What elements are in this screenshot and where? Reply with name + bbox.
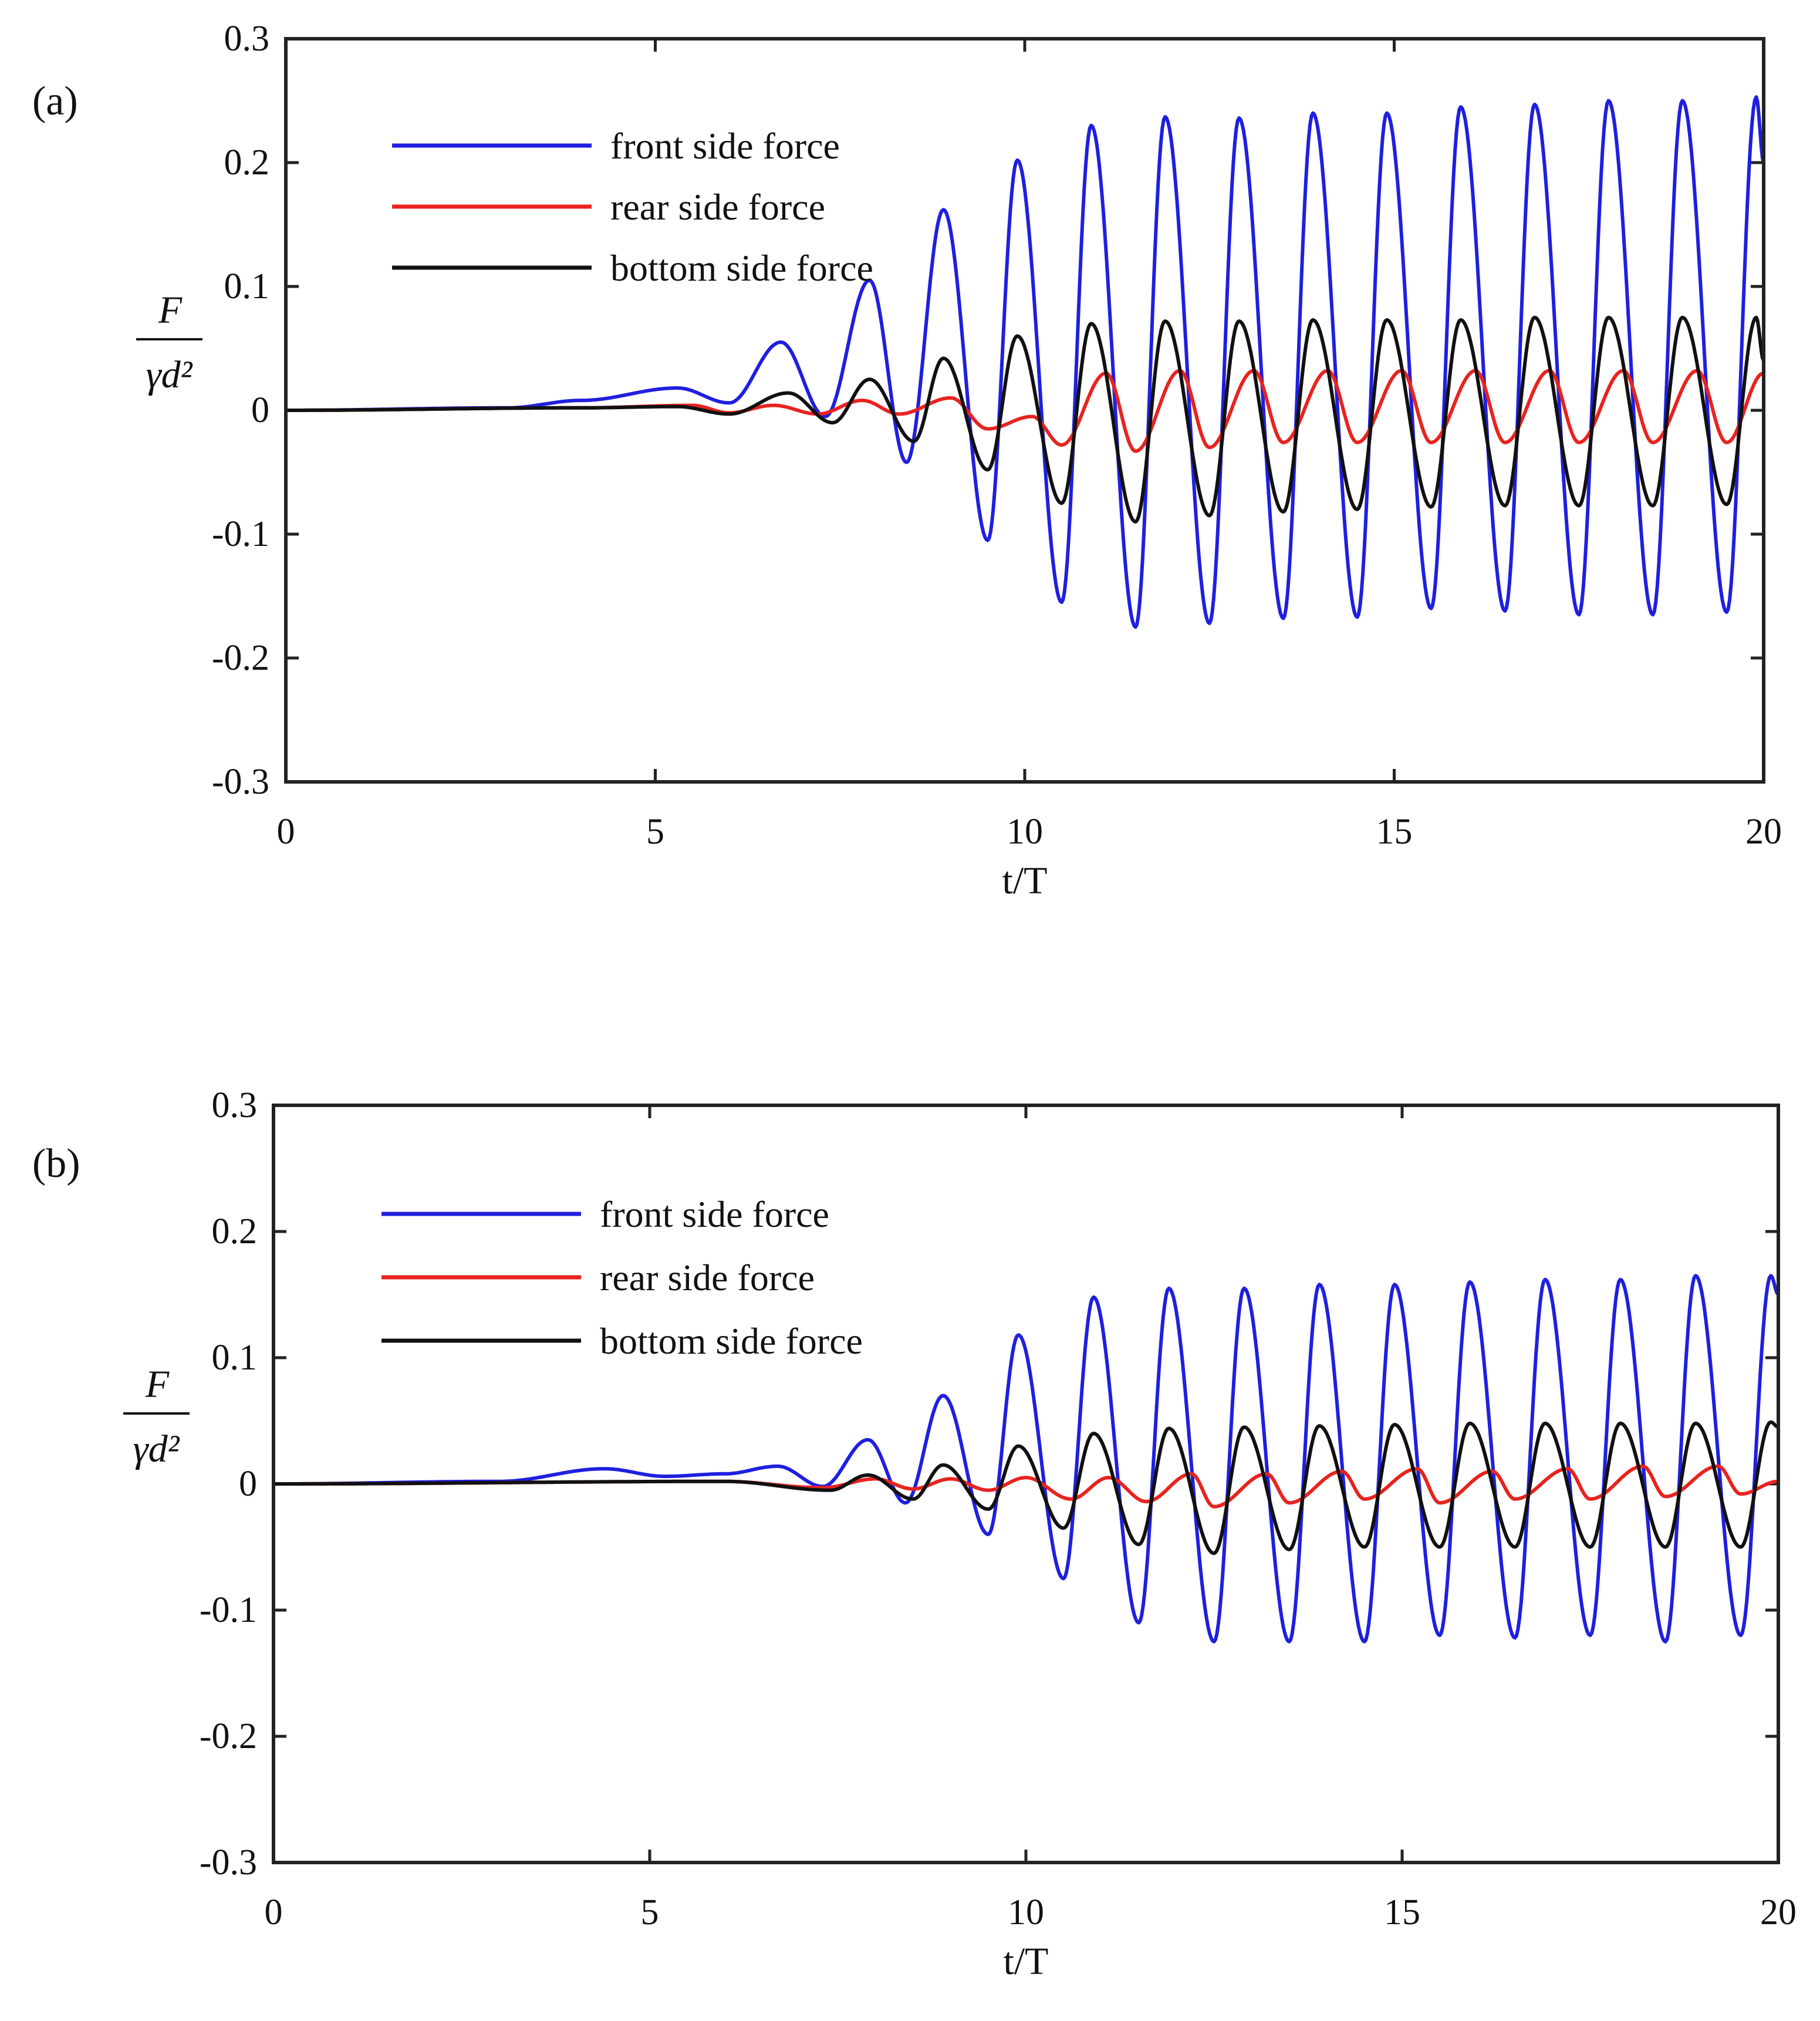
x-tick-label: 5 (641, 1892, 659, 1932)
legend: front side force rear side force bottom si… (392, 125, 873, 289)
y-tick-label: -0.2 (200, 1716, 257, 1756)
plot-frame (284, 37, 1765, 784)
y-axis-label: F γd² (136, 289, 202, 396)
y-tick-label: 0.2 (212, 1212, 258, 1251)
series-layer (273, 1274, 1780, 1644)
chart-panel-a: (a) F γd² 0.30.20.10-0.1-0.2-0.30 5 10 15 20… (32, 19, 1782, 902)
x-tick-label: 10 (1007, 812, 1043, 852)
series-line-front-side-force (273, 1274, 1780, 1644)
x-tick-label: 15 (1384, 1892, 1420, 1932)
legend-label: bottom side force (610, 247, 873, 289)
series-line-bottom-side-force (285, 315, 1765, 524)
series-layer (285, 95, 1765, 629)
x-tick-label: 20 (1745, 812, 1782, 852)
y-tick-label: 0 (251, 390, 269, 430)
legend-label: front side force (610, 125, 840, 167)
x-tick-label: 20 (1760, 1892, 1797, 1932)
legend-label: front side force (600, 1193, 829, 1235)
y-axis-label-numerator: F (145, 1363, 170, 1406)
x-tick-label: 10 (1008, 1892, 1044, 1932)
panel-label: (a) (32, 79, 78, 124)
y-tick-label: -0.1 (200, 1590, 257, 1630)
y-tick-label: 0.1 (212, 1338, 258, 1378)
x-tick-label: 0 (277, 812, 295, 852)
legend-label: bottom side force (600, 1320, 863, 1362)
legend-label: rear side force (610, 186, 825, 228)
y-tick-label: 0.2 (224, 143, 270, 183)
series-line-front-side-force (285, 95, 1765, 629)
plot-frame (272, 1104, 1780, 1864)
y-axis-label: F γd² (123, 1363, 190, 1470)
y-tick-label: 0.1 (224, 266, 270, 306)
y-tick-label: -0.3 (212, 762, 269, 802)
chart-panel-b: (b) F γd² 0.30.20.10-0.1-0.2-0.30 5 10 15 20… (32, 1085, 1797, 1983)
series-line-bottom-side-force (273, 1420, 1779, 1556)
y-tick-label: -0.2 (212, 638, 269, 678)
x-axis-label: t/T (1002, 859, 1048, 902)
y-tick-label: -0.3 (200, 1843, 257, 1882)
y-axis-label-denominator: γd² (146, 353, 193, 396)
x-tick-label: 15 (1376, 812, 1413, 852)
y-tick-label: 0.3 (212, 1085, 258, 1125)
x-tick-label: 5 (646, 812, 664, 852)
panel-label: (b) (32, 1141, 80, 1186)
y-axis-label-numerator: F (158, 289, 183, 332)
y-tick-label: -0.1 (212, 514, 269, 554)
y-axis-label-denominator: γd² (133, 1428, 180, 1470)
y-tick-label: 0 (239, 1464, 257, 1504)
y-tick-label: 0.3 (224, 19, 270, 59)
legend-label: rear side force (600, 1257, 815, 1298)
legend: front side force rear side force bottom si… (381, 1193, 863, 1362)
x-axis-label: t/T (1004, 1940, 1049, 1983)
x-tick-label: 0 (265, 1892, 283, 1932)
tick-layer: 0.30.20.10-0.1-0.2-0.30 5 10 15 20 (212, 19, 1782, 852)
